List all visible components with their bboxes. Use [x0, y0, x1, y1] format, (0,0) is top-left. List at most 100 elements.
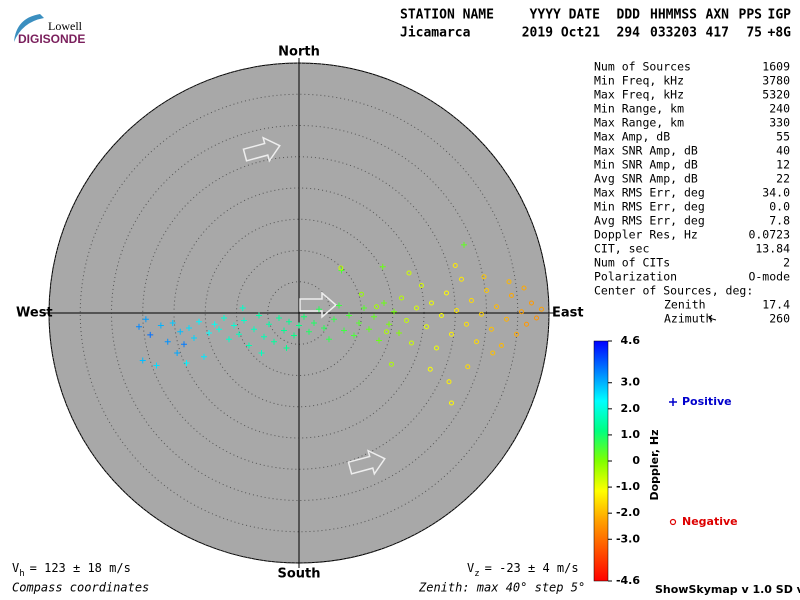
- velocity-symbol: V: [467, 561, 474, 575]
- source-positive: [174, 350, 181, 356]
- stat-label: Max Freq, kHz: [594, 88, 684, 102]
- source-positive: [251, 326, 257, 333]
- stat-value: O-mode: [748, 270, 790, 284]
- colorbar-tick-label: -3.0: [616, 532, 640, 545]
- source-positive: [241, 317, 247, 324]
- source-negative: [534, 315, 539, 321]
- source-negative: [338, 265, 344, 271]
- source-negative: [504, 316, 509, 322]
- source-negative: [521, 285, 527, 291]
- header-label: DDD: [617, 8, 641, 23]
- source-negative: [465, 364, 471, 370]
- header-label: STATION NAME: [400, 8, 494, 23]
- velocity-symbol: V: [12, 561, 19, 575]
- source-negative: [514, 331, 519, 337]
- source-negative: [444, 290, 449, 296]
- source-positive: [147, 331, 154, 338]
- header-value: 294: [617, 26, 641, 41]
- source-positive: [326, 336, 332, 343]
- source-negative: [524, 321, 529, 327]
- source-positive: [361, 305, 367, 311]
- source-positive: [177, 328, 184, 335]
- source-positive: [157, 322, 164, 329]
- source-positive: [281, 327, 287, 334]
- stat-value: 240: [769, 102, 790, 116]
- source-positive: [221, 315, 227, 321]
- source-positive: [338, 267, 345, 274]
- legend-label: Negative: [682, 515, 738, 528]
- stat-value: 12: [776, 158, 790, 172]
- stat-value: 330: [769, 116, 790, 130]
- version: ShowSkymap v 1.0 SD v 4.2: [655, 583, 800, 596]
- source-positive: [169, 320, 176, 326]
- velocity-text: = 123 ± 18 m/s: [30, 561, 131, 575]
- source-positive: [258, 350, 265, 356]
- velocity-sub: h: [19, 569, 24, 579]
- source-negative: [449, 331, 454, 337]
- source-negative: [481, 274, 487, 280]
- source-positive: [271, 338, 277, 345]
- stat-label: Zenith: [664, 298, 706, 312]
- source-positive: [191, 335, 197, 341]
- direction-label: North: [278, 45, 320, 60]
- header-value: 75: [746, 26, 762, 41]
- stat-value: 7.8: [769, 214, 790, 228]
- header-label: YYYY DATE: [530, 8, 600, 23]
- source-positive: [301, 313, 307, 320]
- velocity-sub: z: [474, 569, 479, 579]
- header-label: HHMMSS: [650, 8, 697, 23]
- source-positive: [142, 316, 149, 323]
- header-value: Jicamarca: [400, 26, 471, 41]
- source-negative: [484, 288, 489, 293]
- source-negative: [499, 343, 504, 348]
- source-negative: [439, 313, 444, 318]
- source-positive: [183, 360, 190, 366]
- stat-value: 55: [776, 130, 790, 144]
- colorbar-tick-label: -2.0: [616, 506, 640, 519]
- stat-label: Polarization: [594, 270, 677, 284]
- logo: Lowell DIGISONDE: [14, 14, 85, 46]
- source-positive: [201, 353, 207, 360]
- stat-value: 2: [783, 256, 790, 270]
- source-positive: [196, 318, 202, 325]
- stat-value: 0.0723: [748, 228, 790, 242]
- drift-arrow: [299, 291, 338, 319]
- source-positive: [283, 345, 290, 351]
- header-value: 417: [706, 26, 729, 41]
- source-negative: [409, 340, 414, 346]
- source-positive: [236, 331, 242, 338]
- source-positive: [216, 326, 222, 333]
- source-positive: [136, 323, 142, 330]
- source-positive: [291, 332, 297, 339]
- velocity-text: = -23 ± 4 m/s: [485, 561, 579, 575]
- source-negative: [419, 283, 424, 288]
- drift-arrow: [242, 136, 281, 163]
- source-positive: [246, 342, 252, 349]
- source-negative: [489, 326, 494, 332]
- source-positive: [379, 263, 386, 270]
- source-positive: [366, 326, 372, 333]
- source-negative: [359, 291, 364, 297]
- source-positive: [181, 341, 187, 348]
- source-negative: [459, 276, 464, 282]
- source-positive: [206, 330, 212, 336]
- source-positive: [381, 300, 387, 306]
- source-positive: [356, 320, 362, 326]
- source-positive: [153, 362, 160, 369]
- logo-top: Lowell: [48, 19, 83, 33]
- stat-value: 1609: [762, 60, 790, 74]
- stat-label: Azimuth: [664, 312, 712, 326]
- source-positive: [239, 305, 246, 311]
- colorbar-tick-label: 0: [632, 454, 640, 467]
- source-positive: [391, 308, 397, 315]
- source-negative: [424, 324, 429, 330]
- source-positive: [351, 332, 357, 339]
- source-negative: [384, 329, 389, 335]
- source-negative: [464, 321, 469, 327]
- source-positive: [276, 315, 282, 321]
- source-negative: [374, 304, 379, 310]
- zenith-note: Zenith: max 40° step 5°: [418, 581, 585, 595]
- source-positive: [376, 337, 382, 344]
- stat-label: Max Range, km: [594, 116, 684, 130]
